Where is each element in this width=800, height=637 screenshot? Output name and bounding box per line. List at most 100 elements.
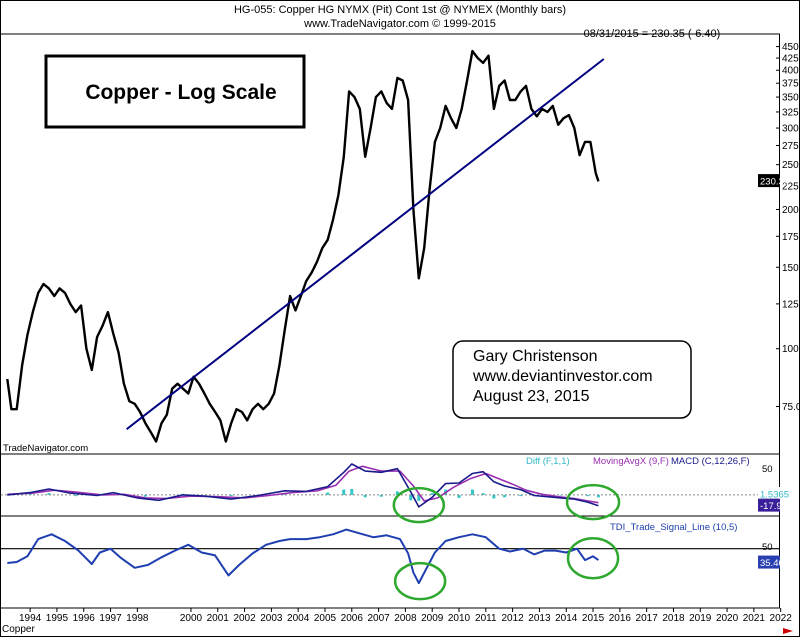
x-tick-label: 2016 — [609, 613, 632, 624]
price-y-tick-label: 150.00 — [782, 263, 800, 274]
highlight-circle — [393, 561, 447, 601]
price-y-tick-label: 75.00 — [782, 402, 800, 413]
macd-value-label: -17.94 — [760, 501, 787, 512]
price-y-tick-label: 425.00 — [782, 54, 800, 65]
x-tick-label: 1997 — [99, 613, 122, 624]
x-tick-label: 2011 — [475, 613, 497, 624]
diff-bar — [519, 494, 523, 497]
x-axis-ticks: 1994 1995 1996 1997 1998 2000 2001 2002 2003 2004… — [19, 608, 792, 624]
trend-line — [125, 58, 605, 430]
note-website: www.deviantinvestor.com — [472, 368, 653, 385]
x-tick-label: 2003 — [260, 613, 283, 624]
price-y-tick-label: 325.00 — [782, 107, 800, 118]
price-y-tick-label: 275.00 — [782, 141, 800, 152]
tdi-tick-50: 50 — [762, 542, 773, 553]
x-tick-label: 2015 — [582, 613, 605, 624]
last-price-label: 230.35 — [760, 177, 789, 188]
diff-value-label-bg — [758, 487, 780, 501]
legend-tdi: TDI_Trade_Signal_Line (10,5) — [610, 522, 737, 533]
symbol-label: Copper — [2, 624, 35, 635]
x-tick-label: 1994 — [19, 613, 42, 624]
x-tick-label: 2012 — [502, 613, 525, 624]
highlight-circle — [392, 486, 446, 524]
chart-header-line2: www.TradeNavigator.com © 1999-2015 — [303, 18, 496, 30]
price-line — [6, 49, 600, 443]
diff-bar — [143, 494, 147, 497]
note-author: Gary Christenson — [473, 348, 598, 365]
value-labels: 230.35 1.5365-17.94 35.46 — [758, 174, 789, 569]
x-tick-label: 1995 — [46, 613, 69, 624]
macd-tick-50: 50 — [762, 464, 773, 475]
note-box — [452, 340, 692, 419]
price-y-tick-label: 250.00 — [782, 160, 800, 171]
price-y-tick-label: 225.00 — [782, 181, 800, 192]
diff-bar — [503, 494, 507, 498]
x-tick-label: 2021 — [743, 613, 766, 624]
diff-bar — [481, 493, 485, 495]
x-tick-label: 2020 — [716, 613, 739, 624]
diff-bar — [74, 494, 78, 497]
price-y-tick-label: 300.00 — [782, 124, 800, 135]
diff-bar — [379, 494, 383, 497]
diff-value-label: 1.5365 — [760, 490, 789, 501]
x-tick-label: 2019 — [689, 613, 712, 624]
diff-bar — [492, 494, 496, 499]
moving-avg-line — [7, 465, 599, 504]
x-tick-label: 1996 — [73, 613, 96, 624]
diff-bar — [470, 489, 474, 495]
x-tick-label: 2007 — [367, 613, 390, 624]
diff-bar — [28, 493, 32, 495]
price-y-tick-label: 400.00 — [782, 66, 800, 77]
x-tick-label: 2010 — [448, 613, 471, 624]
price-y-tick-label: 100.00 — [782, 344, 800, 355]
x-tick-label: 2022 — [770, 613, 793, 624]
x-tick-label: 2001 — [207, 613, 230, 624]
price-y-tick-label: 125.00 — [782, 299, 800, 310]
x-tick-label: 2005 — [314, 613, 337, 624]
price-y-tick-label: 175.00 — [782, 232, 800, 243]
x-tick-label: 2018 — [662, 613, 685, 624]
x-tick-label: 2013 — [528, 613, 551, 624]
highlight-circle — [565, 483, 621, 521]
diff-bar — [395, 491, 399, 495]
legend-macd: MACD (C,12,26,F) — [671, 456, 750, 467]
watermark: TradeNavigator.com — [3, 443, 88, 454]
diff-bar — [457, 494, 461, 498]
diff-bar — [47, 493, 51, 495]
legend-moving-avg: MovingAvgX (9,F) — [593, 456, 669, 467]
diff-bar — [229, 494, 233, 497]
chart-header-line1: HG-055: Copper HG NYMX (Pit) Cont 1st @ … — [234, 4, 566, 16]
diff-bar — [559, 494, 563, 496]
highlight-circles — [392, 483, 621, 601]
diff-bar — [586, 494, 590, 497]
x-tick-label: 2014 — [555, 613, 578, 624]
title-box-text: Copper - Log Scale — [85, 81, 276, 104]
legend-diff: Diff (F,1,1) — [526, 456, 570, 467]
diff-bar — [430, 493, 434, 495]
x-tick-label: 2017 — [636, 613, 659, 624]
price-y-ticks: 450.00425.00400.00 375.00 350.00 325.00 300.… — [776, 42, 800, 413]
x-tick-label: 2008 — [394, 613, 417, 624]
x-tick-label: 2006 — [341, 613, 364, 624]
price-y-tick-label: 350.00 — [782, 93, 800, 104]
price-y-tick-label: 375.00 — [782, 79, 800, 90]
diff-bar — [417, 494, 421, 501]
note-date: August 23, 2015 — [473, 388, 590, 405]
price-y-tick-label: 200.00 — [782, 205, 800, 216]
diff-bar — [363, 494, 367, 498]
tdi-value-label-bg — [758, 555, 780, 569]
diff-bar — [326, 492, 330, 495]
x-tick-label: 2000 — [180, 613, 203, 624]
scroll-right-arrow[interactable] — [783, 628, 793, 634]
x-tick-label: 2004 — [287, 613, 310, 624]
diff-bar — [409, 494, 413, 501]
x-tick-label: 2002 — [233, 613, 256, 624]
price-y-tick-label: 450.00 — [782, 42, 800, 53]
diff-bar — [350, 488, 354, 495]
diff-bar — [342, 489, 346, 495]
title-box — [44, 54, 306, 129]
macd-line — [7, 463, 599, 508]
x-tick-label: 2009 — [421, 613, 444, 624]
last-price-label-bg — [758, 174, 780, 188]
